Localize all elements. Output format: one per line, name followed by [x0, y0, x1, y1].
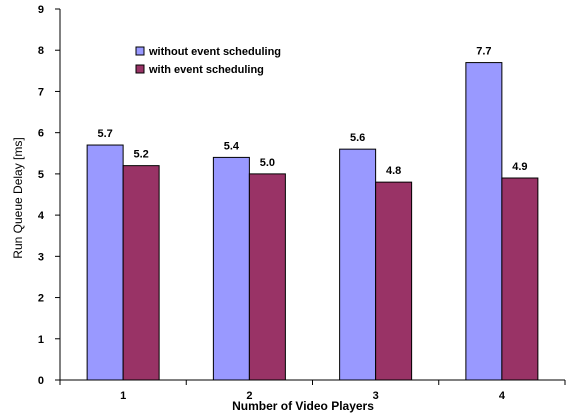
y-axis-title: Run Queue Delay [ms] [11, 137, 25, 258]
plot-area: 0 1 2 3 4 5 6 7 8 9 1 5.7 5.2 2 5.4 5.0 3 5.6 4.8 4 7.7 4.9 [38, 4, 566, 402]
x-axis-title: Number of Video Players [232, 399, 374, 413]
data-label: 5.6 [350, 132, 365, 144]
data-label: 4.9 [512, 161, 527, 173]
x-tick-label: 2 [246, 390, 252, 402]
bar-with-scheduling [122, 165, 160, 381]
legend-swatch [135, 64, 145, 74]
legend-swatch [135, 46, 145, 56]
bar-without-scheduling [465, 62, 503, 381]
bar-without-scheduling [339, 148, 377, 381]
y-tick-label: 2 [38, 293, 44, 305]
data-label: 5.0 [260, 157, 275, 169]
data-label: 5.2 [133, 149, 148, 161]
bar-without-scheduling [86, 144, 124, 381]
data-label: 5.4 [224, 140, 240, 152]
data-label: 4.8 [386, 165, 401, 177]
y-tick-label: 5 [38, 169, 44, 181]
y-tick-label: 3 [38, 251, 44, 263]
y-tick-label: 1 [38, 334, 44, 346]
legend-label: without event scheduling [148, 46, 281, 58]
x-tick-label: 1 [120, 390, 126, 402]
data-label: 7.7 [476, 46, 491, 58]
x-tick-label: 4 [499, 390, 506, 402]
bar-with-scheduling [501, 177, 539, 381]
bar-with-scheduling [375, 181, 413, 381]
y-tick-label: 9 [38, 4, 44, 16]
y-tick-label: 4 [38, 210, 45, 222]
legend-label: with event scheduling [148, 64, 264, 76]
bar-with-scheduling [248, 173, 286, 381]
x-tick-label: 3 [373, 390, 379, 402]
y-tick-label: 6 [38, 128, 44, 140]
y-tick-label: 0 [38, 375, 44, 387]
data-label: 5.7 [97, 128, 112, 140]
legend: without event scheduling with event sched… [135, 46, 281, 76]
y-tick-label: 8 [38, 45, 44, 57]
bar-without-scheduling [212, 156, 250, 381]
y-tick-label: 7 [38, 86, 44, 98]
